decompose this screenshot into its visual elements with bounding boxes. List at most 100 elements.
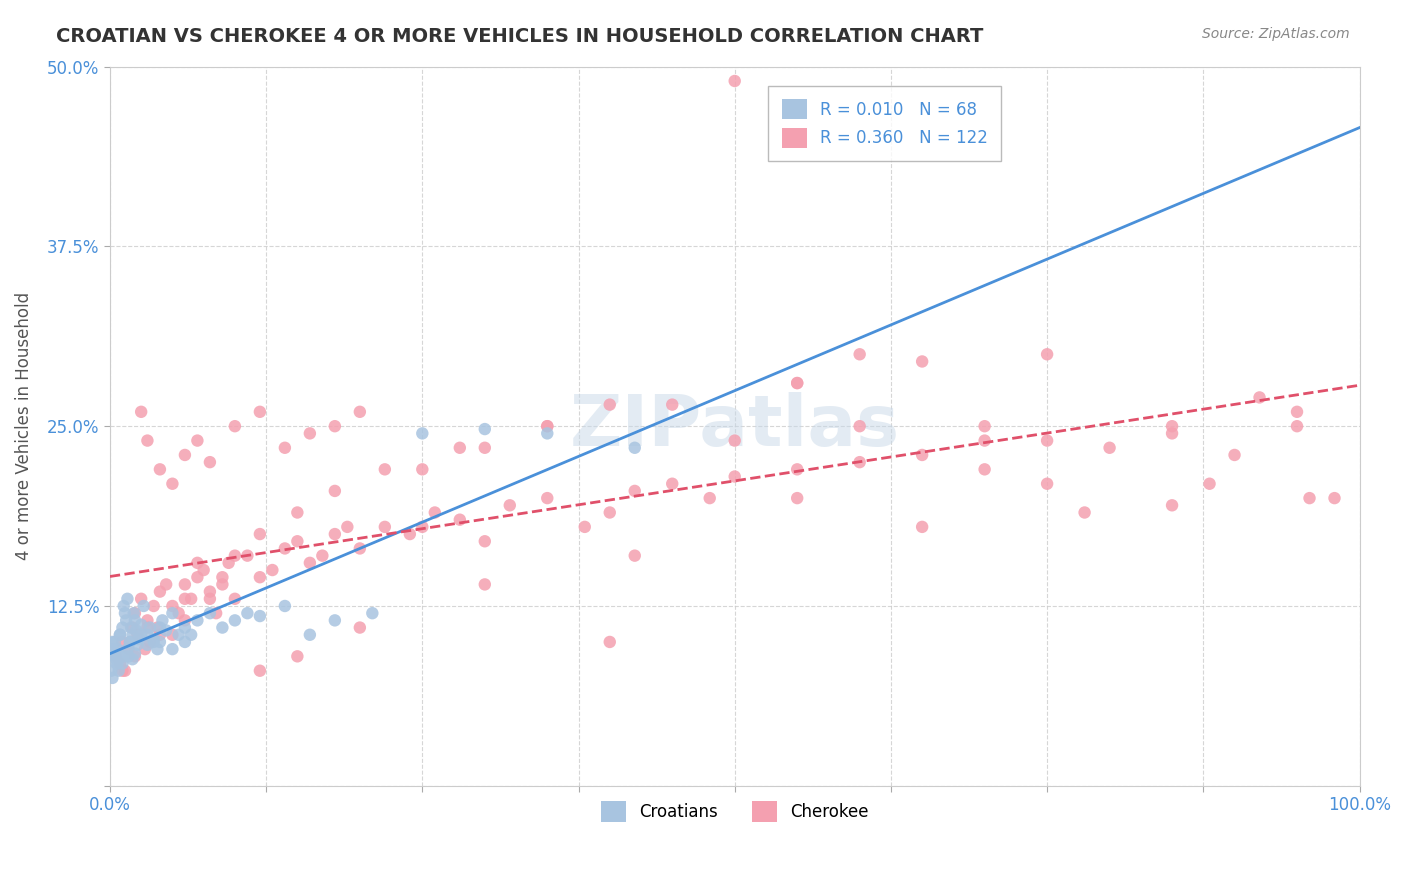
- Point: [786, 376, 808, 390]
- Point: [449, 513, 471, 527]
- Point: [599, 506, 621, 520]
- Point: [108, 628, 131, 642]
- Point: [536, 419, 558, 434]
- Point: [1249, 391, 1271, 405]
- Point: [198, 455, 221, 469]
- Point: [118, 649, 141, 664]
- Point: [124, 613, 146, 627]
- Point: [285, 534, 308, 549]
- Point: [103, 649, 125, 664]
- Point: [224, 549, 246, 563]
- Point: [623, 483, 645, 498]
- Point: [121, 652, 143, 666]
- Point: [155, 577, 177, 591]
- Point: [423, 506, 446, 520]
- Point: [311, 549, 333, 563]
- Point: [136, 628, 159, 642]
- Point: [114, 649, 136, 664]
- Point: [249, 405, 271, 419]
- Point: [249, 527, 271, 541]
- Point: [349, 621, 371, 635]
- Point: [136, 434, 159, 448]
- Point: [114, 664, 136, 678]
- Point: [599, 398, 621, 412]
- Point: [174, 613, 197, 627]
- Text: Source: ZipAtlas.com: Source: ZipAtlas.com: [1202, 27, 1350, 41]
- Point: [132, 599, 155, 613]
- Point: [174, 635, 197, 649]
- Point: [129, 405, 152, 419]
- Point: [474, 577, 496, 591]
- Point: [107, 657, 129, 671]
- Point: [361, 606, 384, 620]
- Point: [911, 520, 934, 534]
- Point: [146, 642, 169, 657]
- Point: [536, 426, 558, 441]
- Point: [398, 527, 420, 541]
- Point: [1161, 419, 1184, 434]
- Point: [174, 448, 197, 462]
- Point: [180, 591, 202, 606]
- Point: [124, 647, 146, 661]
- Point: [1036, 347, 1059, 361]
- Point: [124, 649, 146, 664]
- Point: [536, 419, 558, 434]
- Point: [699, 491, 721, 505]
- Point: [1298, 491, 1320, 505]
- Point: [224, 591, 246, 606]
- Point: [107, 664, 129, 678]
- Point: [149, 635, 172, 649]
- Point: [101, 635, 124, 649]
- Point: [127, 638, 149, 652]
- Point: [911, 354, 934, 368]
- Point: [118, 635, 141, 649]
- Point: [136, 613, 159, 627]
- Point: [186, 570, 208, 584]
- Point: [198, 584, 221, 599]
- Point: [103, 642, 125, 657]
- Point: [536, 491, 558, 505]
- Point: [180, 628, 202, 642]
- Point: [167, 606, 190, 620]
- Point: [129, 617, 152, 632]
- Point: [1323, 491, 1346, 505]
- Point: [623, 441, 645, 455]
- Point: [104, 635, 127, 649]
- Text: ZIPatlas: ZIPatlas: [569, 392, 900, 460]
- Point: [108, 657, 131, 671]
- Point: [1285, 419, 1308, 434]
- Point: [111, 635, 134, 649]
- Point: [1036, 476, 1059, 491]
- Point: [1161, 426, 1184, 441]
- Point: [142, 635, 165, 649]
- Point: [101, 671, 124, 685]
- Point: [120, 621, 142, 635]
- Point: [1036, 434, 1059, 448]
- Point: [848, 347, 870, 361]
- Point: [174, 577, 197, 591]
- Point: [139, 635, 162, 649]
- Point: [139, 621, 162, 635]
- Point: [285, 506, 308, 520]
- Point: [186, 434, 208, 448]
- Point: [117, 591, 139, 606]
- Point: [224, 613, 246, 627]
- Point: [211, 577, 233, 591]
- Point: [449, 441, 471, 455]
- Point: [262, 563, 284, 577]
- Point: [786, 376, 808, 390]
- Point: [100, 664, 122, 678]
- Point: [105, 652, 128, 666]
- Point: [107, 642, 129, 657]
- Point: [162, 476, 184, 491]
- Point: [499, 498, 522, 512]
- Point: [149, 628, 172, 642]
- Point: [118, 642, 141, 657]
- Point: [274, 599, 297, 613]
- Point: [249, 664, 271, 678]
- Point: [142, 632, 165, 646]
- Point: [411, 426, 433, 441]
- Point: [973, 462, 995, 476]
- Point: [249, 570, 271, 584]
- Point: [323, 483, 346, 498]
